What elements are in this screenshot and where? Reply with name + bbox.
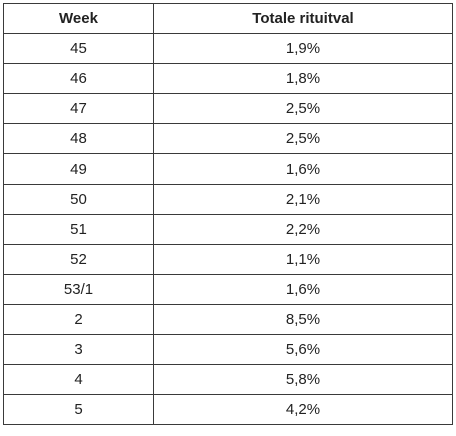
table-row: 52 1,1% (3, 243, 453, 275)
week-cell: 51 (3, 213, 154, 245)
value-cell: 2,2% (153, 213, 453, 245)
value-cell: 2,1% (153, 183, 453, 215)
week-cell: 52 (3, 243, 154, 275)
data-table: Week Totale rituitval 45 1,9% 46 1,8% 47… (3, 2, 453, 426)
week-cell: 5 (3, 394, 154, 426)
week-cell: 3 (3, 334, 154, 366)
value-cell: 1,6% (153, 273, 453, 305)
table-row: 4 5,8% (3, 364, 453, 396)
table-row: 5 4,2% (3, 394, 453, 426)
column-header-total: Totale rituitval (153, 2, 453, 35)
week-cell: 53/1 (3, 273, 154, 305)
value-cell: 4,2% (153, 394, 453, 426)
week-cell: 4 (3, 364, 154, 396)
value-cell: 5,8% (153, 364, 453, 396)
value-cell: 1,1% (153, 243, 453, 275)
table-row: 3 5,6% (3, 334, 453, 366)
week-cell: 2 (3, 303, 154, 336)
week-cell: 45 (3, 33, 154, 65)
week-cell: 46 (3, 63, 154, 95)
value-cell: 1,8% (153, 63, 453, 95)
value-cell: 2,5% (153, 123, 453, 155)
header-row: Week Totale rituitval (3, 2, 453, 35)
table-row: 47 2,5% (3, 93, 453, 125)
value-cell: 2,5% (153, 93, 453, 125)
value-cell: 1,6% (153, 153, 453, 185)
table-row: 45 1,9% (3, 33, 453, 65)
table-row: 49 1,6% (3, 153, 453, 185)
value-cell: 5,6% (153, 334, 453, 366)
table-row: 46 1,8% (3, 63, 453, 95)
week-cell: 49 (3, 153, 154, 185)
table-row: 51 2,2% (3, 213, 453, 245)
value-cell: 1,9% (153, 33, 453, 65)
value-cell: 8,5% (153, 303, 453, 336)
week-cell: 48 (3, 123, 154, 155)
table-row: 2 8,5% (3, 303, 453, 336)
table-row: 50 2,1% (3, 183, 453, 215)
table-row: 53/1 1,6% (3, 273, 453, 305)
week-cell: 47 (3, 93, 154, 125)
week-cell: 50 (3, 183, 154, 215)
table-row: 48 2,5% (3, 123, 453, 155)
column-header-week: Week (3, 2, 154, 35)
